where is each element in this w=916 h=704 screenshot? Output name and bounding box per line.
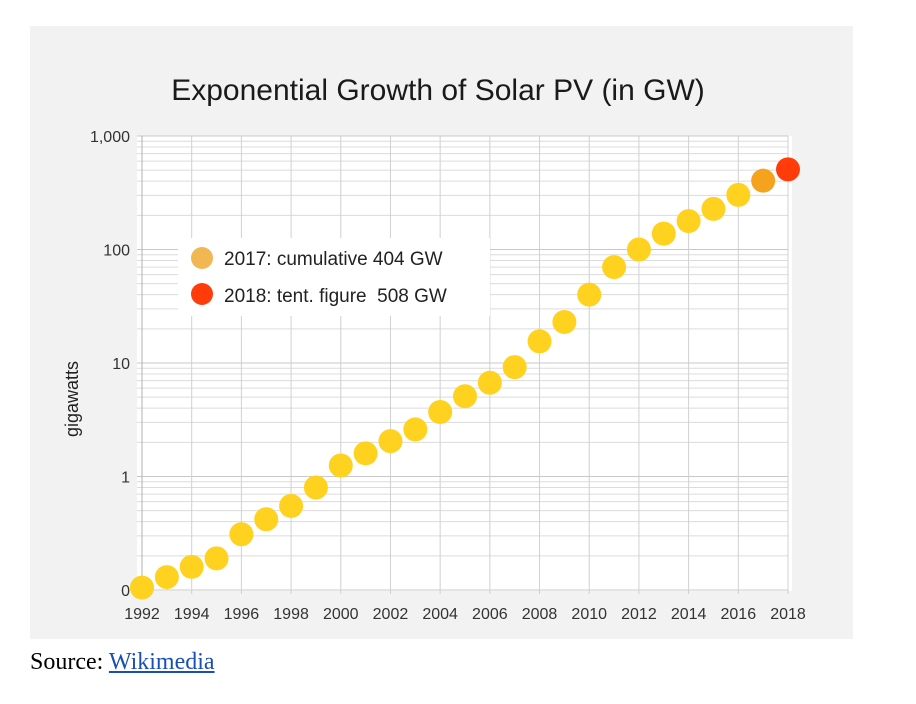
data-point-1998 xyxy=(279,493,304,518)
data-point-1999 xyxy=(303,475,328,500)
data-point-2015 xyxy=(701,196,726,221)
source-link[interactable]: Wikimedia xyxy=(108,649,215,675)
x-tick-label: 1992 xyxy=(124,606,160,623)
y-tick-label: 10 xyxy=(112,356,130,373)
x-tick-label: 2008 xyxy=(522,606,558,623)
y-tick-label: 1,000 xyxy=(90,129,130,146)
legend-label-2017: 2017: cumulative 404 GW xyxy=(224,249,443,270)
data-point-2017 xyxy=(751,168,776,193)
y-tick-label: 100 xyxy=(103,243,130,260)
x-tick-label: 2018 xyxy=(770,606,806,623)
data-point-2001 xyxy=(353,441,378,466)
data-point-2002 xyxy=(378,429,403,454)
x-tick-label: 1996 xyxy=(224,606,260,623)
chart-svg: 0 1 10 100 1,000 1992 1994 1996 1998 2000 2002 2004… xyxy=(62,74,806,623)
data-point-2008 xyxy=(527,329,552,354)
x-tick-label: 1994 xyxy=(174,606,210,623)
data-points xyxy=(130,157,800,600)
data-point-1994 xyxy=(179,554,204,579)
x-tick-label: 1998 xyxy=(273,606,309,623)
data-point-1992 xyxy=(130,575,154,600)
axes: 0 1 10 100 1,000 1992 1994 1996 1998 2000 2002 2004… xyxy=(90,129,806,623)
legend-label-2018: 2018: tent. figure 508 GW xyxy=(224,286,447,307)
chart-title: Exponential Growth of Solar PV (in GW) xyxy=(171,74,705,107)
legend-box xyxy=(178,238,490,316)
legend-marker-2017 xyxy=(191,247,213,269)
x-tick-label: 2000 xyxy=(323,606,359,623)
legend-marker-2018 xyxy=(191,283,213,305)
data-point-2012 xyxy=(626,237,651,262)
data-point-1996 xyxy=(229,522,254,547)
data-point-2013 xyxy=(651,221,676,246)
data-point-2007 xyxy=(502,355,527,380)
data-point-2014 xyxy=(676,209,701,234)
x-tick-label: 2016 xyxy=(721,606,757,623)
x-tick-label: 2014 xyxy=(671,606,707,623)
source-prefix: Source: xyxy=(30,649,109,675)
data-point-2011 xyxy=(602,255,627,280)
x-tick-label: 2004 xyxy=(422,606,458,623)
data-point-2003 xyxy=(403,417,428,442)
data-point-2004 xyxy=(428,400,453,425)
data-point-2006 xyxy=(477,370,502,395)
data-point-2000 xyxy=(328,453,353,478)
y-tick-label: 0 xyxy=(121,583,130,600)
legend: 2017: cumulative 404 GW 2018: tent. figu… xyxy=(178,238,490,316)
x-tick-label: 2012 xyxy=(621,606,657,623)
data-point-1993 xyxy=(154,565,179,590)
x-tick-label: 2006 xyxy=(472,606,508,623)
y-axis-label: gigawatts xyxy=(62,361,82,437)
data-point-2018 xyxy=(776,157,800,182)
data-point-1997 xyxy=(254,507,279,532)
data-point-2010 xyxy=(577,282,602,307)
y-tick-label: 1 xyxy=(121,470,130,487)
data-point-2009 xyxy=(552,309,577,334)
data-point-2016 xyxy=(726,182,751,207)
data-point-2005 xyxy=(453,384,477,409)
data-point-1995 xyxy=(204,546,229,571)
chart-panel: 0 1 10 100 1,000 1992 1994 1996 1998 2000 2002 2004… xyxy=(30,26,853,639)
x-tick-label: 2002 xyxy=(373,606,409,623)
x-tick-label: 2010 xyxy=(571,606,607,623)
source-line: Source: Wikimedia xyxy=(30,649,215,676)
